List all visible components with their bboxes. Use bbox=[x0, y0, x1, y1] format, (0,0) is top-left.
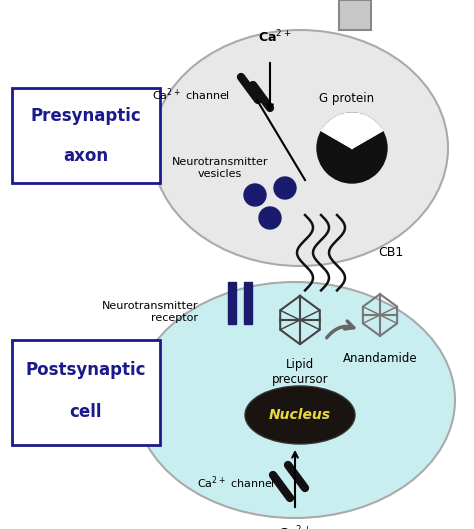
Bar bbox=[12, 340, 160, 445]
Text: Ca$^{2+}$: Ca$^{2+}$ bbox=[278, 525, 312, 529]
Polygon shape bbox=[322, 113, 383, 148]
Circle shape bbox=[317, 113, 387, 183]
Text: Anandamide: Anandamide bbox=[343, 352, 417, 365]
Circle shape bbox=[244, 184, 266, 206]
Circle shape bbox=[274, 177, 296, 199]
Bar bbox=[339, 0, 371, 30]
Bar bbox=[12, 88, 160, 183]
Ellipse shape bbox=[135, 282, 455, 518]
Text: Nucleus: Nucleus bbox=[269, 408, 331, 422]
Text: Neurotransmitter
vesicles: Neurotransmitter vesicles bbox=[172, 157, 268, 179]
Bar bbox=[228, 282, 236, 324]
Text: CB1: CB1 bbox=[378, 245, 403, 259]
Text: G protein: G protein bbox=[319, 92, 374, 105]
Text: Presynaptic: Presynaptic bbox=[31, 107, 141, 125]
Text: Lipid
precursor: Lipid precursor bbox=[272, 358, 328, 386]
Text: cell: cell bbox=[70, 403, 102, 421]
Text: Ca$^{2+}$ channel: Ca$^{2+}$ channel bbox=[152, 87, 230, 103]
Bar bbox=[244, 282, 252, 324]
Text: axon: axon bbox=[64, 147, 109, 165]
Text: Ca$^{2+}$ channel: Ca$^{2+}$ channel bbox=[197, 475, 275, 491]
Text: Neurotransmitter
receptor: Neurotransmitter receptor bbox=[101, 301, 198, 323]
Circle shape bbox=[259, 207, 281, 229]
Ellipse shape bbox=[152, 30, 448, 266]
Ellipse shape bbox=[245, 386, 355, 444]
Text: Ca$^{2+}$: Ca$^{2+}$ bbox=[258, 29, 292, 45]
Text: Postsynaptic: Postsynaptic bbox=[26, 361, 146, 379]
